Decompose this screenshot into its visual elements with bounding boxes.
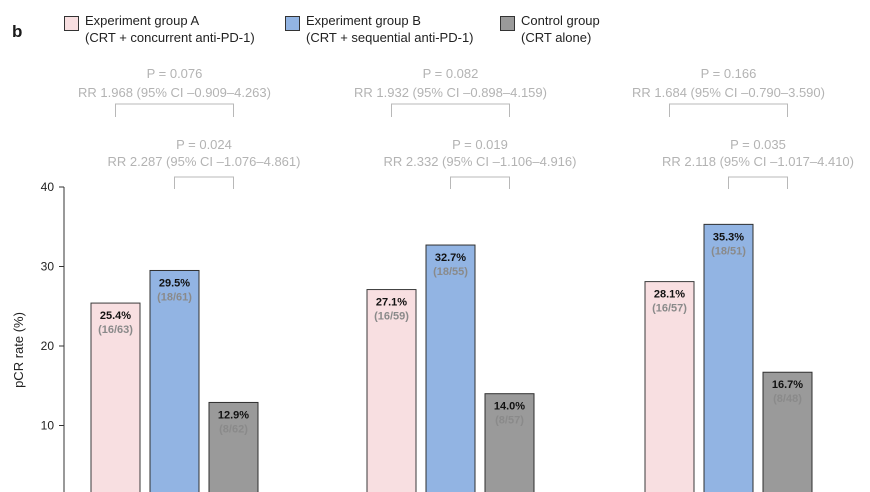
- bar-value-label: 32.7%: [435, 252, 466, 264]
- y-tick-label: 20: [41, 339, 55, 353]
- legend-swatch-group-b: [285, 16, 300, 31]
- legend-item-group-a: Experiment group A (CRT + concurrent ant…: [64, 12, 255, 46]
- legend-item-group-b: Experiment group B (CRT + sequential ant…: [285, 12, 474, 46]
- bar-fraction-label: (8/57): [495, 415, 524, 427]
- bar: [425, 244, 476, 492]
- y-axis-label: pCR rate (%): [11, 312, 26, 388]
- comparison-p-value: P = 0.076: [147, 66, 203, 81]
- legend-label-group-a: Experiment group A: [85, 13, 200, 28]
- bar: [208, 401, 259, 492]
- bar: [90, 302, 141, 492]
- comparison-bracket: [728, 176, 788, 189]
- bar: [149, 269, 200, 492]
- bar-fraction-label: (18/61): [157, 291, 192, 303]
- comparison-bracket: [450, 176, 510, 189]
- comparison-p-value: P = 0.035: [730, 137, 786, 152]
- bar-value-label: 28.1%: [654, 289, 685, 301]
- bar-fraction-label: (8/48): [773, 393, 802, 405]
- bar: [762, 371, 813, 492]
- bar-value-label: 35.3%: [713, 231, 744, 243]
- panel-label: b: [12, 22, 23, 41]
- comparison-bracket: [669, 103, 788, 117]
- legend-item-control: Control group (CRT alone): [500, 12, 600, 46]
- bar-fraction-label: (8/62): [219, 423, 248, 435]
- bar: [366, 289, 417, 492]
- legend-sublabel-group-b: (CRT + sequential anti-PD-1): [306, 30, 474, 45]
- comparison-rr-value: RR 2.118 (95% CI –1.017–4.410): [662, 154, 854, 169]
- legend-swatch-control: [500, 16, 515, 31]
- comparison-rr-value: RR 1.968 (95% CI –0.909–4.263): [78, 85, 271, 100]
- legend-sublabel-group-a: (CRT + concurrent anti-PD-1): [85, 30, 255, 45]
- bar-value-label: 14.0%: [494, 401, 525, 413]
- bar-fraction-label: (16/63): [98, 324, 133, 336]
- bar-value-label: 25.4%: [100, 310, 131, 322]
- comparison-bracket: [391, 103, 510, 117]
- legend-label-group-b: Experiment group B: [306, 13, 421, 28]
- comparison-rr-value: RR 1.932 (95% CI –0.898–4.159): [354, 85, 547, 100]
- comparison-p-value: P = 0.082: [423, 66, 479, 81]
- comparison-p-value: P = 0.019: [452, 137, 508, 152]
- comparison-rr-value: RR 2.332 (95% CI –1.106–4.916): [384, 154, 577, 169]
- comparison-p-value: P = 0.166: [701, 66, 757, 81]
- bar: [484, 393, 535, 492]
- comparison-bracket: [115, 103, 234, 117]
- y-tick-label: 40: [41, 180, 55, 194]
- bar: [644, 281, 695, 492]
- comparison-rr-value: RR 2.287 (95% CI –1.076–4.861): [108, 154, 301, 169]
- bar-fraction-label: (18/55): [433, 266, 468, 278]
- bar-value-label: 12.9%: [218, 409, 249, 421]
- bar-value-label: 27.1%: [376, 297, 407, 309]
- comparison-p-value: P = 0.024: [176, 137, 232, 152]
- bar-fraction-label: (16/57): [652, 303, 687, 315]
- comparison-bracket: [174, 176, 234, 189]
- legend-sublabel-control: (CRT alone): [521, 30, 592, 45]
- y-tick-label: 30: [41, 260, 55, 274]
- bar-value-label: 29.5%: [159, 277, 190, 289]
- bar-fraction-label: (16/59): [374, 311, 409, 323]
- bar-fraction-label: (18/51): [711, 245, 746, 257]
- bar: [703, 223, 754, 492]
- legend-swatch-group-a: [64, 16, 79, 31]
- legend-label-control: Control group: [521, 13, 600, 28]
- y-tick-label: 10: [41, 419, 55, 433]
- comparison-rr-value: RR 1.684 (95% CI –0.790–3.590): [632, 85, 825, 100]
- bar-value-label: 16.7%: [772, 379, 803, 391]
